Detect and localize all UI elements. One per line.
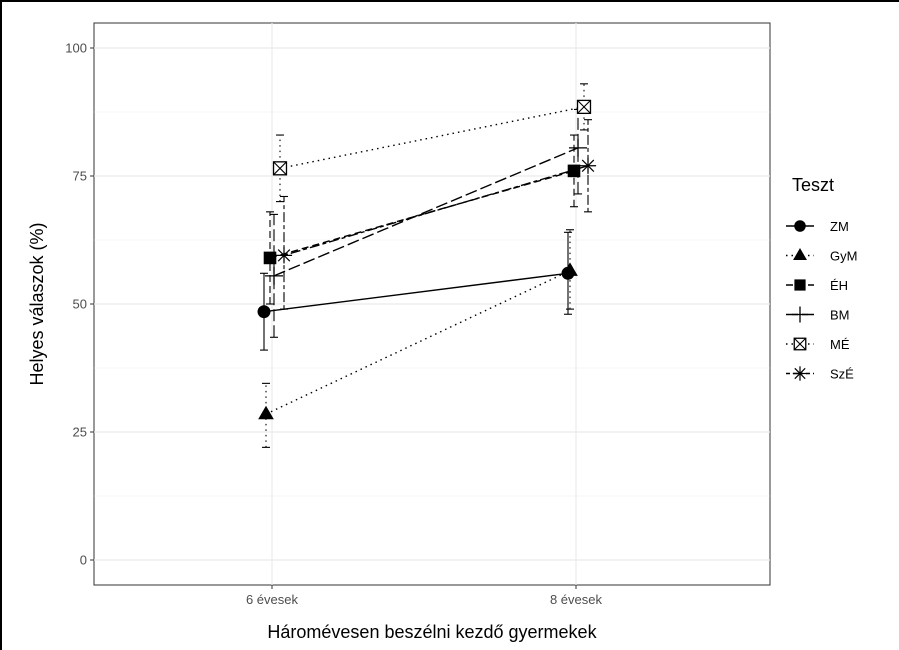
y-axis-title: Helyes válaszok (%) [27, 222, 47, 385]
series-line [265, 270, 571, 415]
y-tick-label: 75 [73, 169, 87, 184]
x-axis-ticks: 6 évesek 8 évesek [246, 585, 603, 607]
legend-label: ZM [830, 219, 849, 234]
legend-item-ZM: ZM [786, 219, 849, 234]
legend-key-marker [793, 337, 807, 351]
legend-title: Teszt [792, 175, 834, 195]
legend-key-marker [794, 220, 806, 232]
marker-star-stroke [277, 249, 291, 262]
series-SzÉ [275, 119, 597, 310]
legend-key-marker [793, 248, 807, 261]
x-axis-title: Háromévesen beszélni kezdő gyermekek [267, 622, 597, 642]
x-tick-label: 8 évesek [550, 592, 603, 607]
y-axis-ticks: 0 25 50 75 100 [65, 41, 94, 568]
data-point-SzÉ-8 évesek [579, 157, 597, 174]
legend-item-MÉ: MÉ [786, 337, 850, 352]
legend-label: BM [830, 308, 850, 323]
series-line [263, 272, 569, 313]
marker-box-diag [793, 337, 807, 351]
marker-star-stroke [794, 367, 806, 380]
legend-key-marker [794, 279, 806, 291]
y-tick-label: 25 [73, 425, 87, 440]
legend-item-BM: BM [786, 306, 850, 323]
data-point-GyM-6 évesek [258, 405, 274, 420]
data-point-SzÉ-6 évesek [275, 247, 293, 264]
series-BM [265, 108, 587, 338]
series-GyM [258, 229, 578, 448]
series-line [279, 106, 585, 170]
y-tick-label: 100 [65, 41, 87, 56]
data-point-BM-8 évesek [569, 138, 587, 157]
legend-label: SzÉ [830, 367, 854, 382]
legend: ZM GyM ÉH BM MÉ SzÉ [786, 219, 857, 382]
marker-box-diag [577, 100, 591, 114]
legend-label: MÉ [830, 337, 850, 352]
legend-item-SzÉ: SzÉ [786, 366, 854, 382]
legend-key-marker [792, 366, 808, 381]
y-tick-label: 0 [80, 553, 87, 568]
data-point-MÉ-6 évesek [272, 161, 288, 176]
y-tick-label: 50 [73, 297, 87, 312]
legend-label: ÉH [830, 278, 848, 293]
series-line [283, 165, 589, 257]
marker-box-diag [273, 161, 287, 176]
data-point-ÉH-8 évesek [567, 164, 581, 178]
data-point-ZM-6 évesek [257, 305, 271, 319]
data-point-ÉH-6 évesek [263, 251, 277, 265]
legend-item-GyM: GyM [786, 248, 857, 264]
legend-key-marker [792, 306, 808, 323]
data-series [257, 83, 597, 448]
legend-item-ÉH: ÉH [786, 278, 848, 293]
series-line [273, 147, 579, 277]
gridlines [94, 23, 770, 585]
legend-label: GyM [830, 249, 857, 264]
data-point-GyM-8 évesek [562, 262, 578, 276]
data-point-MÉ-8 évesek [576, 99, 592, 115]
series-MÉ [272, 83, 592, 203]
data-point-BM-6 évesek [265, 266, 283, 285]
x-tick-label: 6 évesek [246, 592, 299, 607]
marker-star-stroke [581, 159, 595, 173]
